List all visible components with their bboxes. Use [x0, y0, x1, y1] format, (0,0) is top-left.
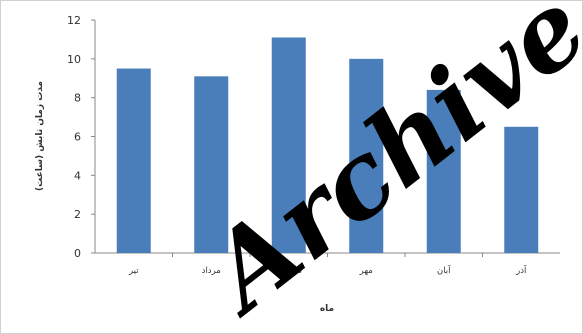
bar-series: [116, 37, 539, 254]
x-axis-tick-labels: تیر مرداد شهریور مهر آبان آذر: [128, 253, 527, 276]
x-tick-label: تیر: [128, 266, 139, 276]
bar-5: [426, 89, 461, 254]
x-tick-label: مهر: [359, 266, 373, 276]
plot-area: 0 2 4 6 8 10 12 تیر مرداد شهریور مهر آبان آذر: [67, 14, 560, 276]
y-tick-label: 10: [67, 53, 81, 66]
bar-2: [194, 76, 229, 253]
x-tick-label: شهریور: [274, 266, 302, 276]
x-tick-label: آذر: [515, 264, 527, 276]
bar-1: [116, 68, 151, 254]
x-axis-title: ماه: [320, 304, 334, 314]
bar-6: [504, 126, 539, 253]
x-tick-label: آبان: [437, 264, 451, 276]
bar-4: [349, 58, 384, 254]
bar-3: [271, 37, 306, 253]
y-tick-label: 2: [74, 208, 81, 221]
y-axis-title: مدت زمان تابش (ساعت): [35, 81, 45, 191]
y-axis-ticks: 0 2 4 6 8 10 12: [67, 14, 95, 260]
y-tick-label: 0: [74, 247, 81, 260]
x-tick-label: مرداد: [202, 266, 221, 276]
y-tick-label: 6: [74, 131, 81, 144]
y-tick-label: 8: [74, 92, 81, 105]
y-tick-label: 12: [67, 14, 81, 27]
y-tick-label: 4: [74, 169, 81, 182]
